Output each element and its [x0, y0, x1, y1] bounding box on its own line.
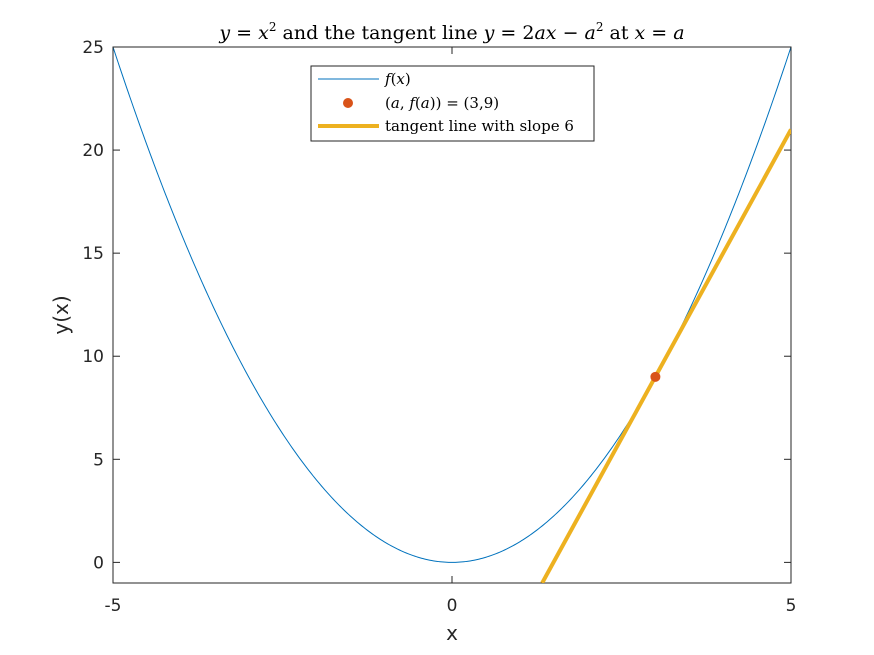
y-tick-label: 15 — [82, 244, 104, 264]
series-tangent-line — [540, 128, 791, 583]
y-axis-label: y(x) — [49, 295, 73, 334]
series-layer — [113, 47, 791, 583]
x-tick-label: 0 — [447, 596, 458, 616]
legend-entry-tangent: tangent line with slope 6 — [385, 117, 574, 135]
x-axis-label: x — [446, 621, 458, 645]
legend: f(x) (a, f(a)) = (3,9) tangent line with… — [310, 65, 595, 142]
legend-entry-fx: f(x) — [384, 70, 411, 88]
axes-layer: -5 0 5 0 5 10 15 20 25 — [82, 38, 796, 616]
y-tick-label: 25 — [82, 38, 104, 58]
legend-box — [310, 65, 595, 142]
legend-entry-point: (a, f(a)) = (3,9) — [385, 94, 499, 112]
x-tick-label: 5 — [786, 596, 797, 616]
series-point-marker — [650, 371, 661, 382]
chart-title: y = x2 and the tangent line y = 2ax − a2… — [218, 20, 684, 44]
y-tick-label: 10 — [82, 347, 104, 367]
y-tick-label: 5 — [93, 450, 104, 470]
y-tick-label: 20 — [82, 141, 104, 161]
y-tick-label: 0 — [93, 553, 104, 573]
legend-swatch-point — [343, 98, 353, 108]
x-tick-label: -5 — [105, 596, 122, 616]
